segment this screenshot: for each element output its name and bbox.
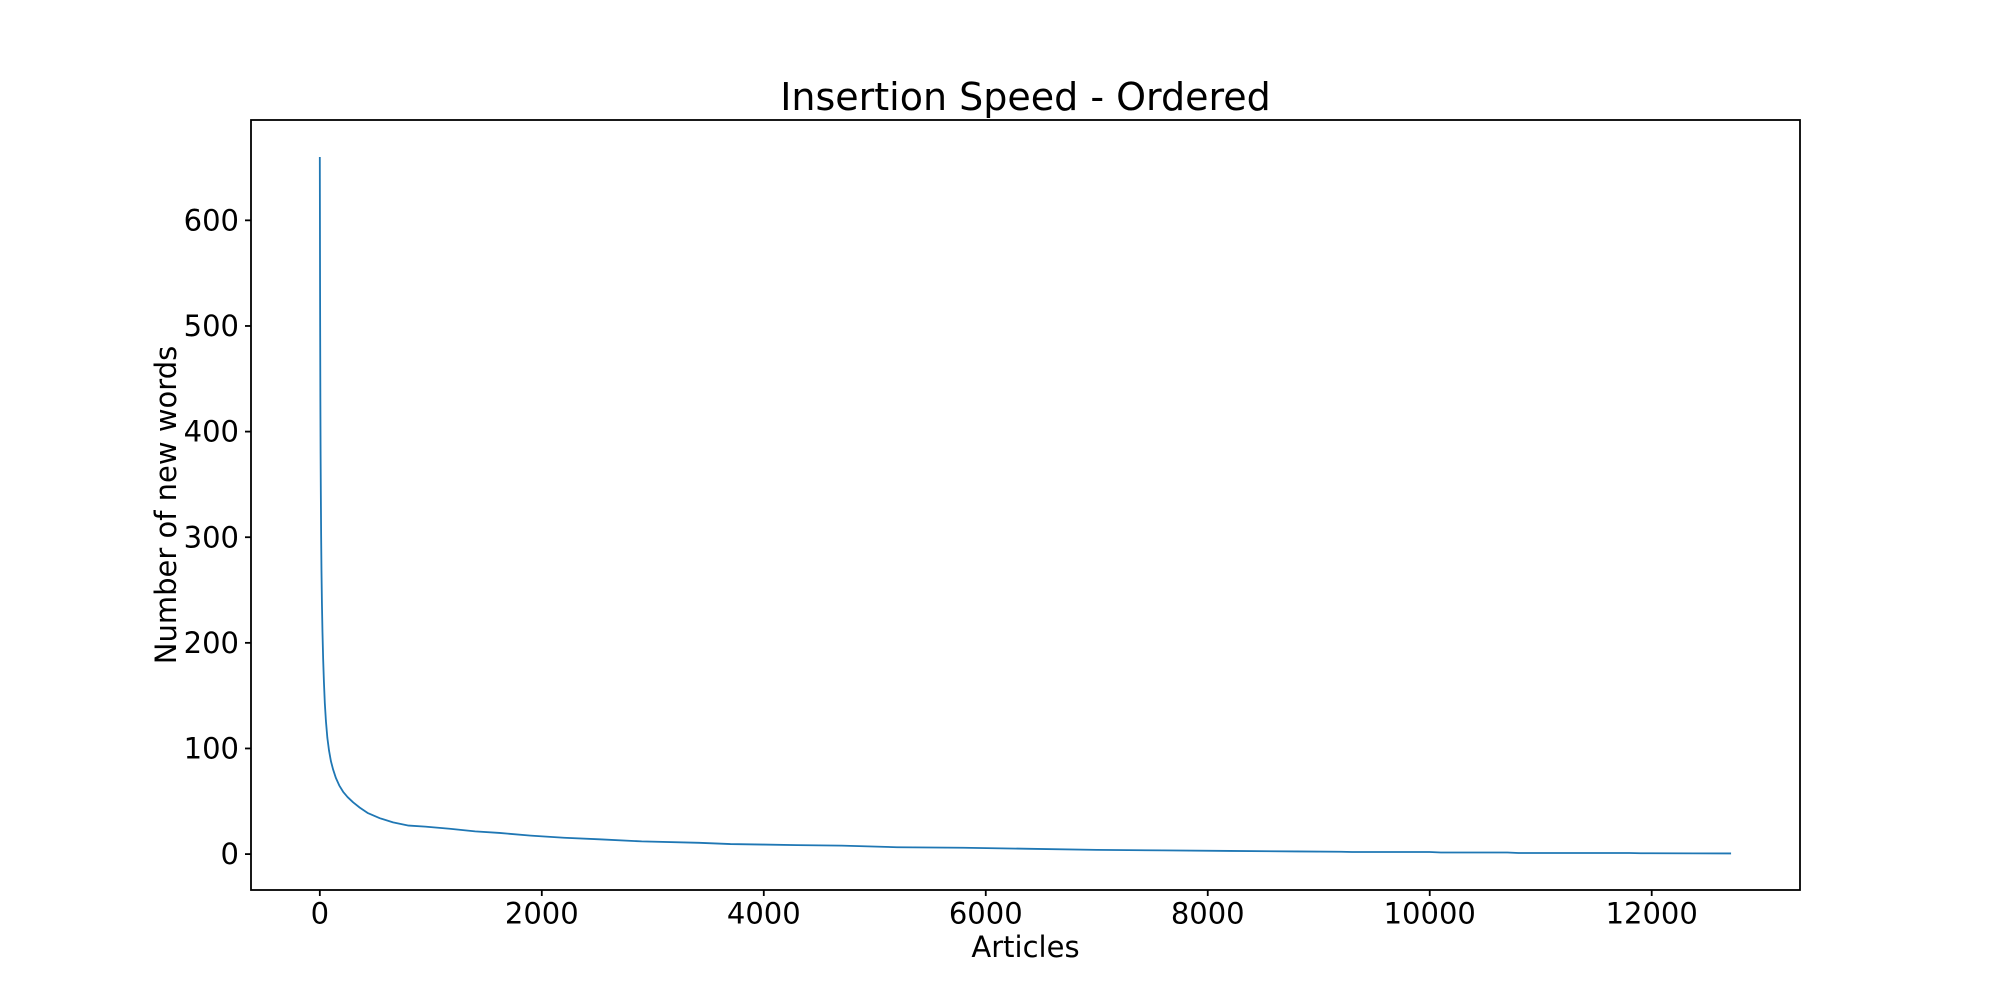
x-tick-label: 4000 [727, 897, 801, 931]
chart-generated-content: 0 2000 4000 6000 8000 10000 12000 0 100 200 300 400… [184, 119, 1801, 931]
y-tick-label: 0 [221, 837, 239, 871]
axes-spines [250, 119, 1801, 891]
y-tick-label: 400 [184, 415, 239, 449]
x-axis-label: Articles [971, 930, 1079, 964]
data-line-series [318, 156, 1732, 855]
y-tick-label: 500 [184, 309, 239, 343]
x-tick-label: 2000 [505, 897, 579, 931]
x-tick-label: 0 [311, 897, 329, 931]
y-tick-label: 200 [184, 626, 239, 660]
x-tick-label: 10000 [1384, 897, 1476, 931]
y-axis-label: Number of new words [149, 346, 183, 664]
x-tick-label: 6000 [949, 897, 1023, 931]
plot-area [251, 120, 1800, 890]
y-tick-label: 600 [184, 203, 239, 237]
y-tick-label: 100 [184, 732, 239, 766]
x-tick-label: 12000 [1606, 897, 1698, 931]
x-tick-label: 8000 [1171, 897, 1245, 931]
chart-title: Insertion Speed - Ordered [780, 75, 1271, 119]
y-tick-label: 300 [184, 520, 239, 554]
